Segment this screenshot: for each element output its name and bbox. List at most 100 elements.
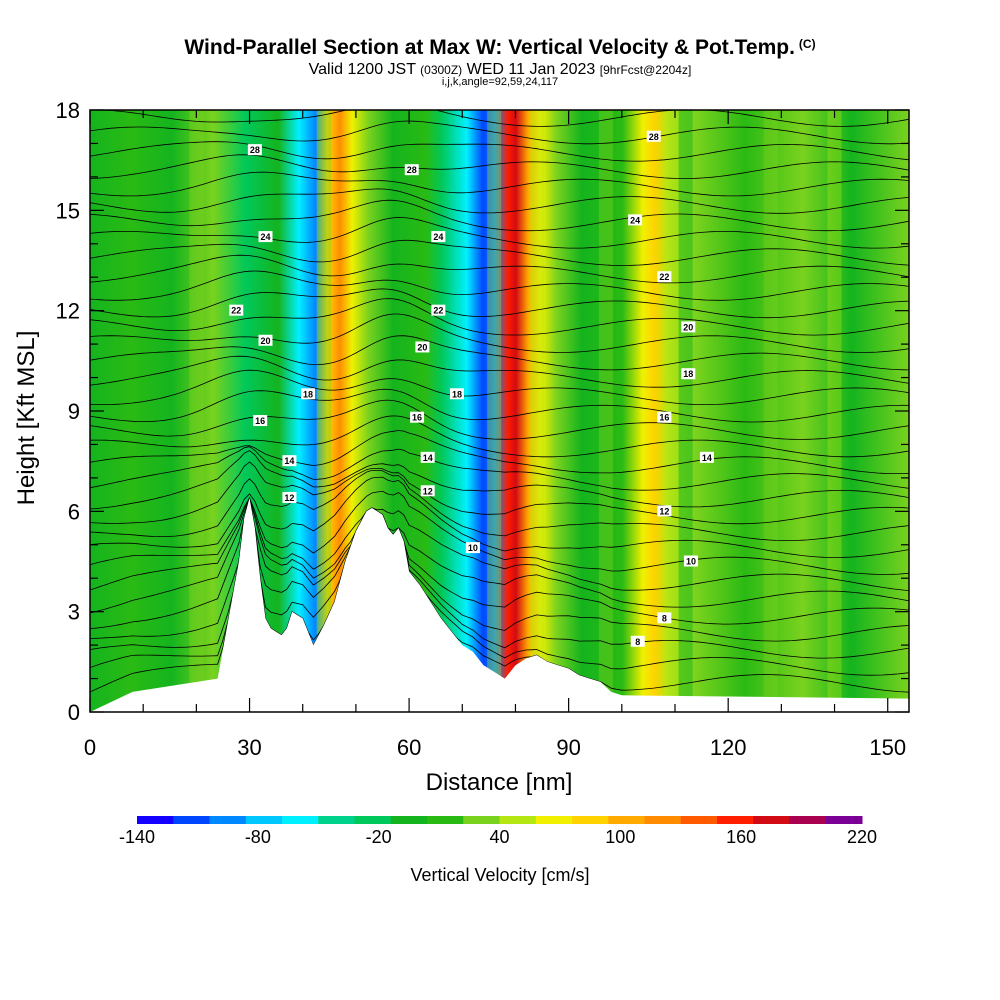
contour-label: 22	[433, 306, 443, 316]
contour-label: 16	[255, 416, 265, 426]
contour-label: 16	[412, 413, 422, 423]
chart-title: Wind-Parallel Section at Max W: Vertical…	[184, 36, 816, 59]
vv-streak	[763, 110, 778, 712]
colorbar-swatch	[572, 816, 609, 824]
vv-streak	[189, 110, 204, 712]
contour-label-bg	[657, 612, 672, 624]
colorbar-swatch	[427, 816, 464, 824]
theta-contour-line	[90, 110, 909, 127]
vv-streak	[529, 110, 544, 712]
colorbar-swatch	[753, 816, 790, 824]
contour-label-bg	[681, 368, 696, 380]
theta-contour-line	[90, 120, 909, 145]
x-tick-label: 30	[237, 735, 261, 760]
theta-contour-line	[90, 254, 909, 284]
contour-label-bg	[699, 451, 714, 463]
colorbar-swatch	[354, 816, 392, 824]
contour-label: 12	[284, 493, 294, 503]
theta-contour-line	[90, 497, 909, 630]
theta-contour-line	[90, 497, 909, 642]
theta-contour-line	[90, 450, 909, 510]
theta-contour-line	[90, 446, 909, 491]
colorbar-swatch	[608, 816, 645, 824]
contour-label: 18	[452, 389, 462, 399]
colorbar-swatch	[318, 816, 355, 824]
colorbar-swatch	[535, 816, 573, 824]
theta-contour-line	[90, 154, 909, 180]
contour-label-bg	[404, 164, 419, 176]
contour-label-bg	[258, 231, 273, 243]
x-tick-label: 90	[556, 735, 580, 760]
contour-label: 24	[630, 215, 640, 225]
theta-contour-line	[90, 355, 909, 388]
contour-label-bg	[657, 271, 672, 283]
colorbar-tick-label: -140	[119, 827, 155, 847]
colorbar-swatch	[499, 816, 537, 824]
contour-label-bg	[229, 304, 244, 316]
vv-streak	[827, 110, 842, 712]
contour-label: 20	[417, 342, 427, 352]
colorbar-tick-label: 160	[726, 827, 756, 847]
contour-label-bg	[431, 304, 446, 316]
y-tick-label: 3	[68, 600, 80, 625]
contour-label: 8	[635, 637, 640, 647]
theta-contour-line	[90, 430, 909, 474]
contour-label: 28	[250, 145, 260, 155]
theta-contour-line	[90, 313, 909, 353]
contour-label: 22	[231, 306, 241, 316]
contour-label-bg	[465, 542, 480, 554]
contour-label: 20	[260, 336, 270, 346]
contour-label-bg	[681, 321, 696, 333]
contour-label: 8	[662, 613, 667, 623]
y-axis-ticks: 0 3 6 9 12 15 18	[56, 98, 909, 725]
chart-subtitle: Valid 1200 JST (0300Z) WED 11 Jan 2023 […	[308, 61, 692, 78]
theta-contour-line	[90, 335, 909, 371]
contour-label-bg	[301, 388, 316, 400]
theta-contour-line	[90, 270, 909, 301]
colorbar-swatch	[245, 816, 283, 824]
contour-label: 22	[659, 272, 669, 282]
contour-label: 10	[468, 543, 478, 553]
contour-label: 24	[260, 232, 270, 242]
contour-label-bg	[410, 411, 425, 423]
x-tick-label: 150	[869, 735, 906, 760]
colorbar-tick-label: 100	[605, 827, 635, 847]
theta-contour-line	[90, 216, 909, 249]
vv-streak	[598, 110, 613, 712]
vertical-velocity-field	[90, 110, 909, 712]
theta-contour-line	[90, 490, 909, 575]
contour-label: 24	[433, 232, 443, 242]
contour-label-bg	[253, 415, 268, 427]
theta-contour-line	[90, 461, 909, 525]
contour-label-bg	[247, 144, 262, 156]
y-tick-label: 9	[68, 399, 80, 424]
contour-label: 18	[303, 389, 313, 399]
contour-label: 12	[659, 506, 669, 516]
theta-contour-line	[90, 470, 909, 541]
theta-contour-line	[90, 288, 909, 319]
y-tick-label: 15	[56, 198, 80, 223]
contour-label: 12	[423, 486, 433, 496]
theta-contour-line	[90, 496, 909, 591]
vv-streak	[487, 110, 502, 712]
colorbar-swatch	[680, 816, 718, 824]
colorbar-swatch	[173, 816, 210, 824]
theta-contour-line	[90, 399, 909, 440]
x-tick-label: 0	[84, 735, 96, 760]
contour-label-bg	[449, 388, 464, 400]
contour-label: 14	[284, 456, 294, 466]
contour-label: 16	[659, 413, 669, 423]
colorbar-swatch	[717, 816, 754, 824]
y-tick-label: 12	[56, 299, 80, 324]
colorbar-tick-label: -20	[366, 827, 392, 847]
contour-label-bg	[282, 491, 297, 503]
colorbar-tick-label: 40	[489, 827, 509, 847]
contour-label-bg	[431, 231, 446, 243]
colorbar: -140 -80 -20 40 100 160 220	[119, 816, 877, 847]
colorbar-swatch	[463, 816, 500, 824]
colorbar-swatch	[282, 816, 319, 824]
x-tick-label: 120	[710, 735, 747, 760]
contour-label-bg	[657, 411, 672, 423]
y-tick-label: 0	[68, 700, 80, 725]
